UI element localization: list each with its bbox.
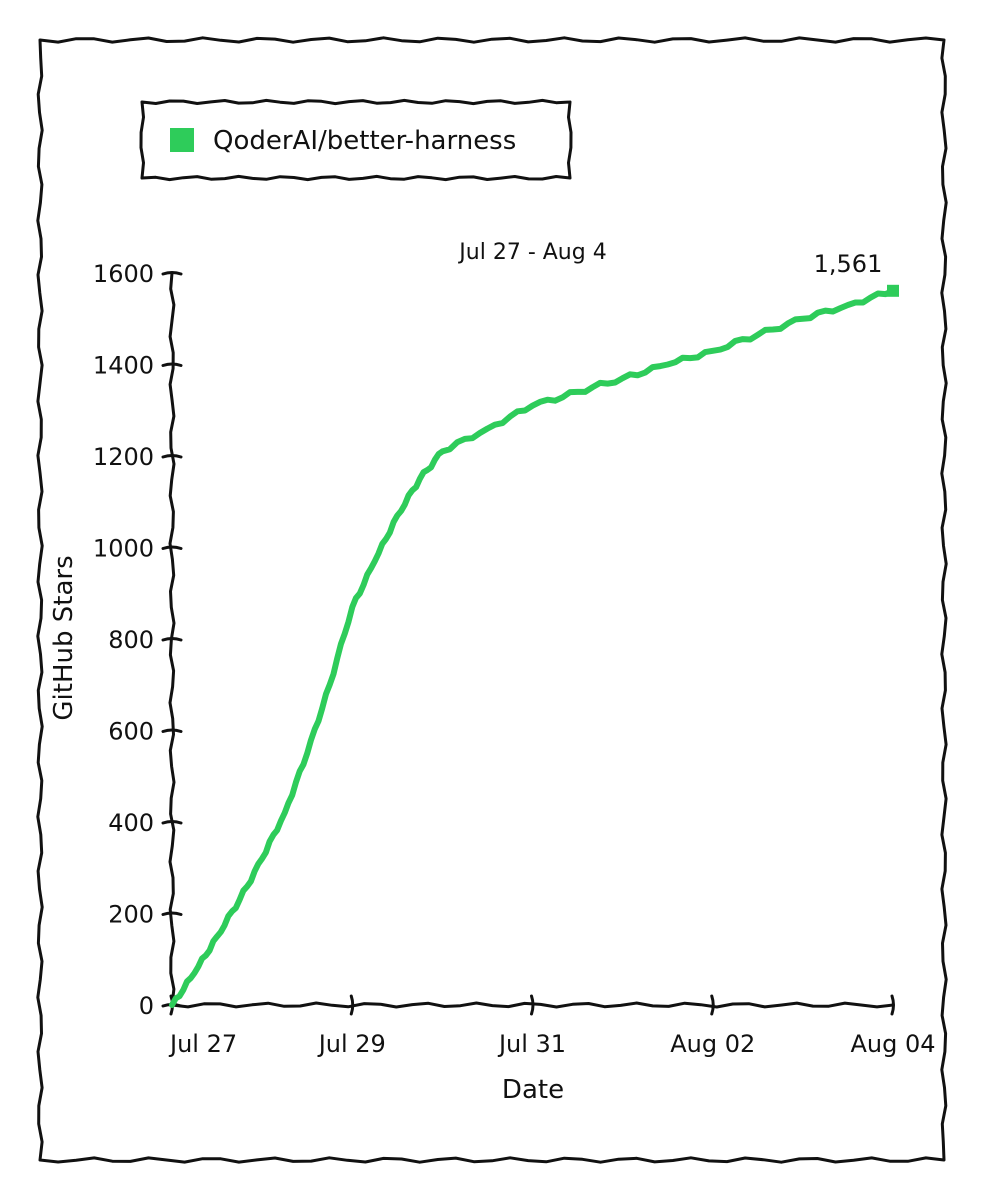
x-tick-label: Aug 02 <box>670 1030 755 1058</box>
x-tick-label: Jul 29 <box>317 1030 386 1058</box>
x-tick-mark <box>349 994 355 1016</box>
y-tick-mark <box>161 911 183 916</box>
y-tick-mark <box>161 728 183 733</box>
legend-swatch <box>170 128 194 152</box>
y-tick-mark <box>161 637 183 642</box>
x-tick-label: Jul 31 <box>497 1030 566 1058</box>
x-tick-label: Jul 27 <box>168 1030 237 1058</box>
series-layer <box>169 284 899 1008</box>
chart-frame <box>36 36 948 1164</box>
x-axis-label: Date <box>502 1075 564 1105</box>
end-value-label: 1,561 <box>814 250 883 278</box>
x-axis-ticks: Jul 27 Jul 29 Jul 31 Aug 02 Aug 04 <box>168 994 936 1058</box>
x-tick-mark <box>710 994 715 1016</box>
legend-label: QoderAI/better-harness <box>213 126 516 156</box>
y-tick-label: 1400 <box>93 352 154 380</box>
y-tick-label: 1200 <box>93 443 154 471</box>
y-tick-label: 0 <box>139 992 154 1020</box>
y-tick-label: 400 <box>108 809 154 837</box>
y-tick-mark <box>161 820 183 825</box>
y-tick-mark <box>161 362 183 367</box>
y-axis-label: GitHub Stars <box>49 555 79 720</box>
series-end-marker <box>887 284 899 297</box>
y-tick-mark <box>161 454 183 459</box>
chart-title: Jul 27 - Aug 4 <box>457 240 606 265</box>
y-tick-mark <box>161 545 183 550</box>
y-axis-ticks: 0 200 400 600 800 1000 1200 1400 1600 <box>93 260 183 1020</box>
x-tick-label: Aug 04 <box>850 1030 935 1058</box>
y-tick-label: 200 <box>108 901 154 929</box>
y-tick-label: 1000 <box>93 535 154 563</box>
legend: QoderAI/better-harness <box>139 98 573 182</box>
x-tick-mark <box>530 994 535 1016</box>
y-tick-label: 800 <box>108 626 154 654</box>
x-tick-mark <box>890 994 895 1016</box>
legend-box <box>139 98 573 182</box>
y-tick-label: 600 <box>108 718 154 746</box>
series-line <box>169 287 896 1008</box>
y-tick-mark <box>161 271 183 276</box>
y-tick-label: 1600 <box>93 260 154 288</box>
